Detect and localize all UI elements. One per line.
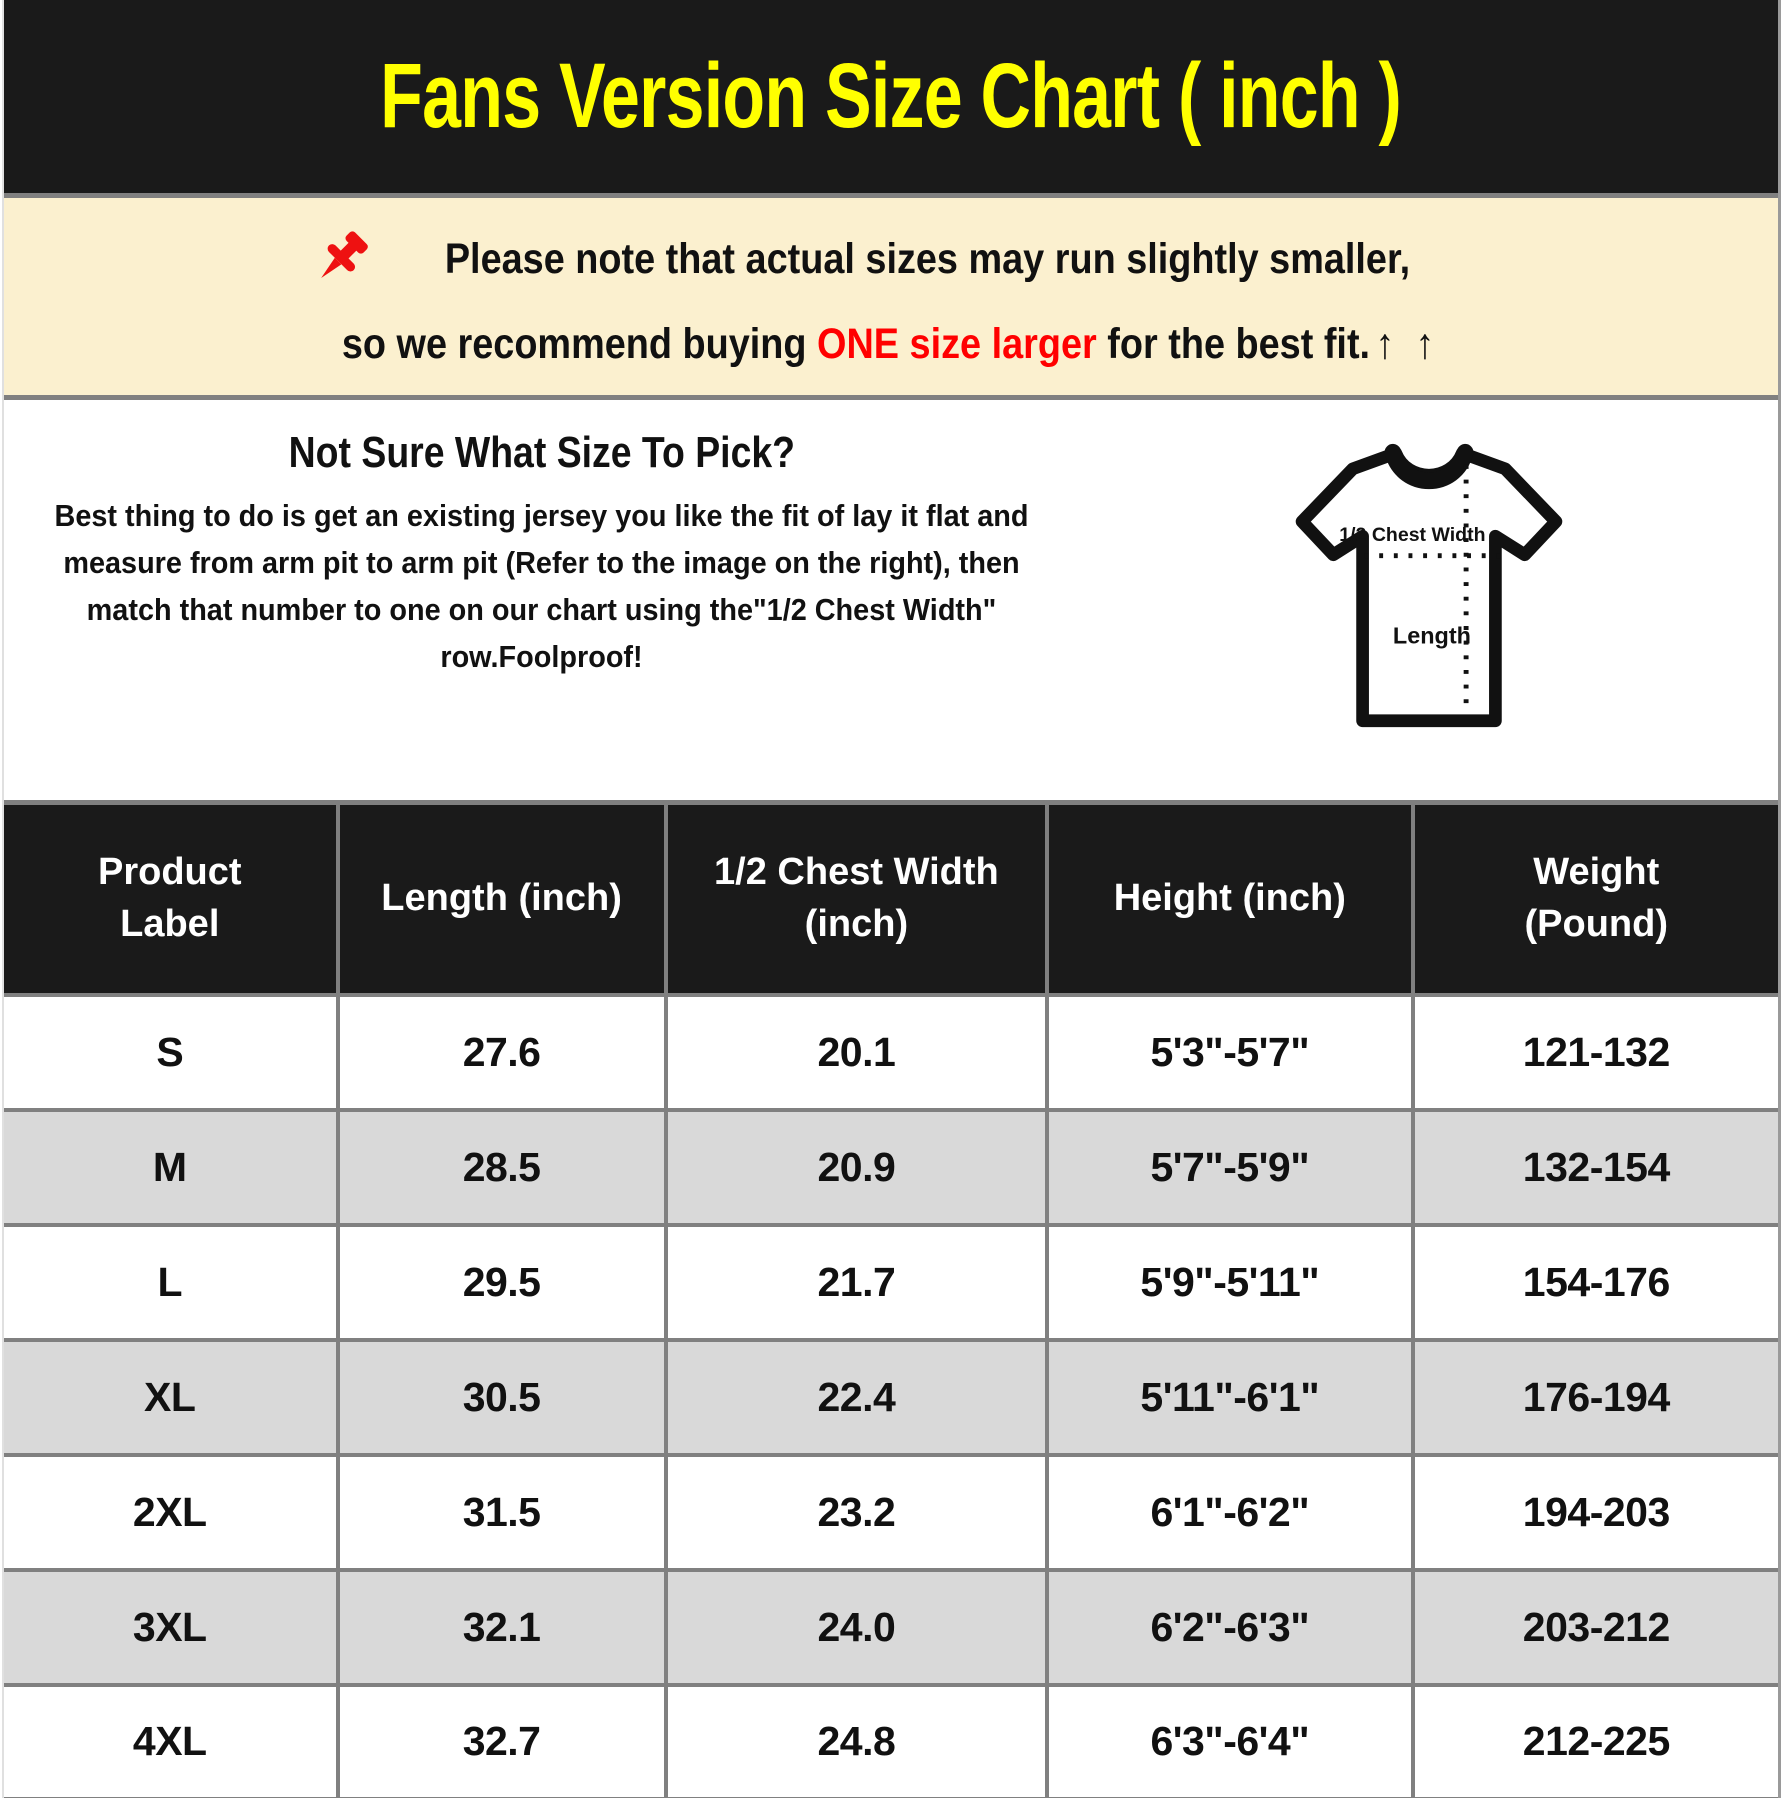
table-row-2xl: 2XL 31.5 23.2 6'1"-6'2" 194-203 — [4, 1452, 1778, 1572]
notice-text-2-prefix: so we recommend buying — [342, 320, 818, 368]
size-label-cell: 3XL — [4, 1567, 340, 1687]
size-label-cell: M — [4, 1107, 340, 1227]
weight-cell: 203-212 — [1410, 1567, 1778, 1687]
col-header-length: Length (inch) — [335, 800, 668, 997]
notice-band: Please note that actual sizes may run sl… — [4, 193, 1778, 400]
up-arrows-icon: ↑ ↑ — [1375, 320, 1440, 368]
weight-cell: 154-176 — [1410, 1222, 1778, 1342]
length-label: Length — [1392, 623, 1470, 649]
height-cell: 5'11"-6'1" — [1045, 1337, 1415, 1457]
height-cell: 5'3"-5'7" — [1045, 992, 1415, 1112]
notice-line-1: Please note that actual sizes may run sl… — [307, 224, 1476, 294]
chest-cell: 20.9 — [663, 1107, 1050, 1227]
size-help-heading: Not Sure What Size To Pick? — [288, 428, 795, 477]
title-banner: Fans Version Size Chart ( inch ) — [4, 0, 1778, 193]
tshirt-measure-diagram: 1/2 Chest Width Length — [1295, 443, 1562, 728]
weight-cell: 176-194 — [1410, 1337, 1778, 1457]
length-cell: 32.1 — [335, 1567, 668, 1687]
length-cell: 30.5 — [335, 1337, 668, 1457]
height-cell: 6'2"-6'3" — [1045, 1567, 1415, 1687]
table-row-xl: XL 30.5 22.4 5'11"-6'1" 176-194 — [4, 1337, 1778, 1457]
table-header-row: Product Label Length (inch) 1/2 Chest Wi… — [4, 800, 1778, 997]
notice-text-1: Please note that actual sizes may run sl… — [444, 234, 1410, 283]
table-row-3xl: 3XL 32.1 24.0 6'2"-6'3" 203-212 — [4, 1567, 1778, 1687]
weight-cell: 132-154 — [1410, 1107, 1778, 1227]
size-help-section: Not Sure What Size To Pick? Best thing t… — [4, 400, 1778, 800]
table-row-m: M 28.5 20.9 5'7"-5'9" 132-154 — [4, 1107, 1778, 1227]
notice-text-2-suffix: for the best fit. — [1097, 320, 1371, 368]
tshirt-outline — [1295, 446, 1562, 728]
table-row-l: L 29.5 21.7 5'9"-5'11" 154-176 — [4, 1222, 1778, 1342]
height-cell: 6'3"-6'4" — [1045, 1682, 1415, 1798]
size-help-text: Not Sure What Size To Pick? Best thing t… — [4, 400, 1079, 800]
page-title: Fans Version Size Chart ( inch ) — [380, 45, 1403, 147]
col-header-weight: Weight (Pound) — [1410, 800, 1778, 997]
help-line: measure from arm pit to arm pit (Refer t… — [63, 545, 1020, 581]
size-label-cell: 2XL — [4, 1452, 340, 1572]
tshirt-collar — [1384, 443, 1473, 490]
size-label-cell: S — [4, 992, 340, 1112]
chest-cell: 21.7 — [663, 1222, 1050, 1342]
height-cell: 6'1"-6'2" — [1045, 1452, 1415, 1572]
chest-cell: 22.4 — [663, 1337, 1050, 1457]
length-cell: 29.5 — [335, 1222, 668, 1342]
size-table: Product Label Length (inch) 1/2 Chest Wi… — [4, 800, 1778, 1798]
help-line: match that number to one on our chart us… — [86, 592, 997, 628]
chest-width-label: 1/2 Chest Width — [1339, 524, 1485, 546]
chest-cell: 24.0 — [663, 1567, 1050, 1687]
chest-cell: 24.8 — [663, 1682, 1050, 1798]
height-cell: 5'9"-5'11" — [1045, 1222, 1415, 1342]
weight-cell: 194-203 — [1410, 1452, 1778, 1572]
chest-cell: 23.2 — [663, 1452, 1050, 1572]
length-cell: 28.5 — [335, 1107, 668, 1227]
pushpin-icon — [320, 231, 368, 278]
notice-highlight: ONE size larger — [817, 320, 1098, 368]
col-header-height: Height (inch) — [1045, 800, 1415, 997]
length-cell: 27.6 — [335, 992, 668, 1112]
table-row-s: S 27.6 20.1 5'3"-5'7" 121-132 — [4, 992, 1778, 1112]
col-header-product-label: Product Label — [4, 800, 340, 997]
height-cell: 5'7"-5'9" — [1045, 1107, 1415, 1227]
size-label-cell: L — [4, 1222, 340, 1342]
length-cell: 32.7 — [335, 1682, 668, 1798]
col-header-half-chest-width: 1/2 Chest Width (inch) — [663, 800, 1050, 997]
weight-cell: 121-132 — [1410, 992, 1778, 1112]
length-cell: 31.5 — [335, 1452, 668, 1572]
size-label-cell: XL — [4, 1337, 340, 1457]
chest-cell: 20.1 — [663, 992, 1050, 1112]
notice-line-2: so we recommend buying ONE size larger f… — [267, 320, 1514, 369]
size-label-cell: 4XL — [4, 1682, 340, 1798]
tshirt-diagram-wrap: 1/2 Chest Width Length — [1079, 400, 1778, 800]
help-line: row.Foolproof! — [440, 639, 643, 675]
size-help-body: Best thing to do is get an existing jers… — [4, 492, 1079, 680]
weight-cell: 212-225 — [1410, 1682, 1778, 1798]
help-line: Best thing to do is get an existing jers… — [54, 498, 1029, 533]
table-row-4xl: 4XL 32.7 24.8 6'3"-6'4" 212-225 — [4, 1682, 1778, 1798]
